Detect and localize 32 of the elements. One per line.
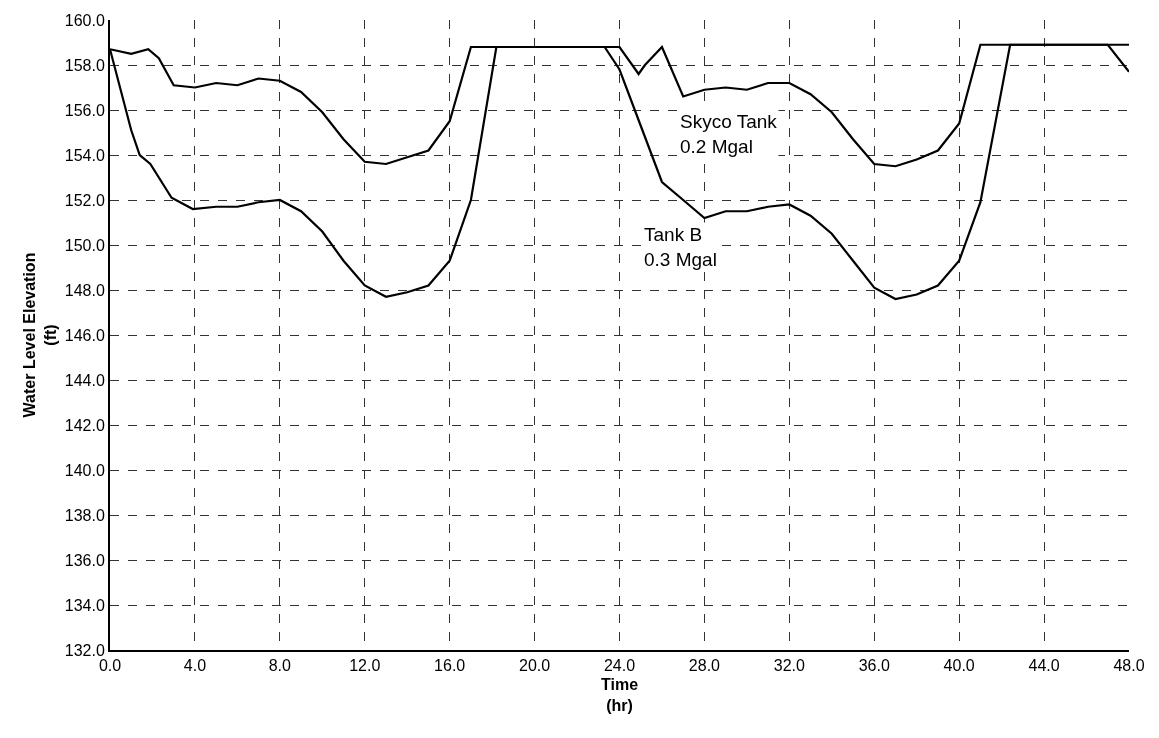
x-tick-label: 20.0 [519, 657, 551, 675]
y-tick-label: 154.0 [64, 146, 105, 164]
x-tick-label: 28.0 [688, 657, 721, 675]
y-tick-label: 160.0 [64, 11, 105, 29]
x-tick-label: 48.0 [1113, 657, 1145, 675]
x-tick-label: 12.0 [349, 657, 381, 675]
y-tick-label: 158.0 [64, 56, 105, 74]
x-tick-label: 8.0 [268, 657, 292, 675]
x-tick-label: 32.0 [773, 657, 805, 675]
y-tick-label: 148.0 [64, 281, 105, 299]
y-tick-label: 140.0 [64, 461, 105, 479]
x-axis-title: Time (hr) [600, 676, 639, 715]
x-tick-label: 44.0 [1028, 657, 1060, 675]
y-axis-title: Water Level Elevation (ft) [21, 252, 60, 418]
x-tick-label: 16.0 [434, 657, 466, 675]
y-tick-label: 138.0 [64, 506, 105, 524]
x-tick-label: 0.0 [98, 657, 122, 675]
y-tick-label: 150.0 [64, 236, 105, 254]
y-tick-label: 132.0 [64, 641, 105, 659]
y-tick-label: 144.0 [64, 371, 105, 389]
series-label: Skyco Tank 0.2 Mgal [680, 111, 778, 157]
x-tick-label: 4.0 [183, 657, 207, 675]
y-tick-label: 152.0 [64, 191, 105, 209]
x-tick-label: 24.0 [603, 657, 636, 675]
y-tick-label: 136.0 [64, 551, 105, 569]
series-label: Tank B 0.3 Mgal [644, 224, 717, 270]
y-tick-label: 142.0 [64, 416, 105, 434]
x-tick-label: 36.0 [858, 657, 890, 675]
y-tick-label: 134.0 [64, 596, 105, 614]
x-tick-label: 40.0 [943, 657, 975, 675]
y-tick-label: 146.0 [64, 326, 105, 344]
y-tick-label: 156.0 [64, 101, 105, 119]
